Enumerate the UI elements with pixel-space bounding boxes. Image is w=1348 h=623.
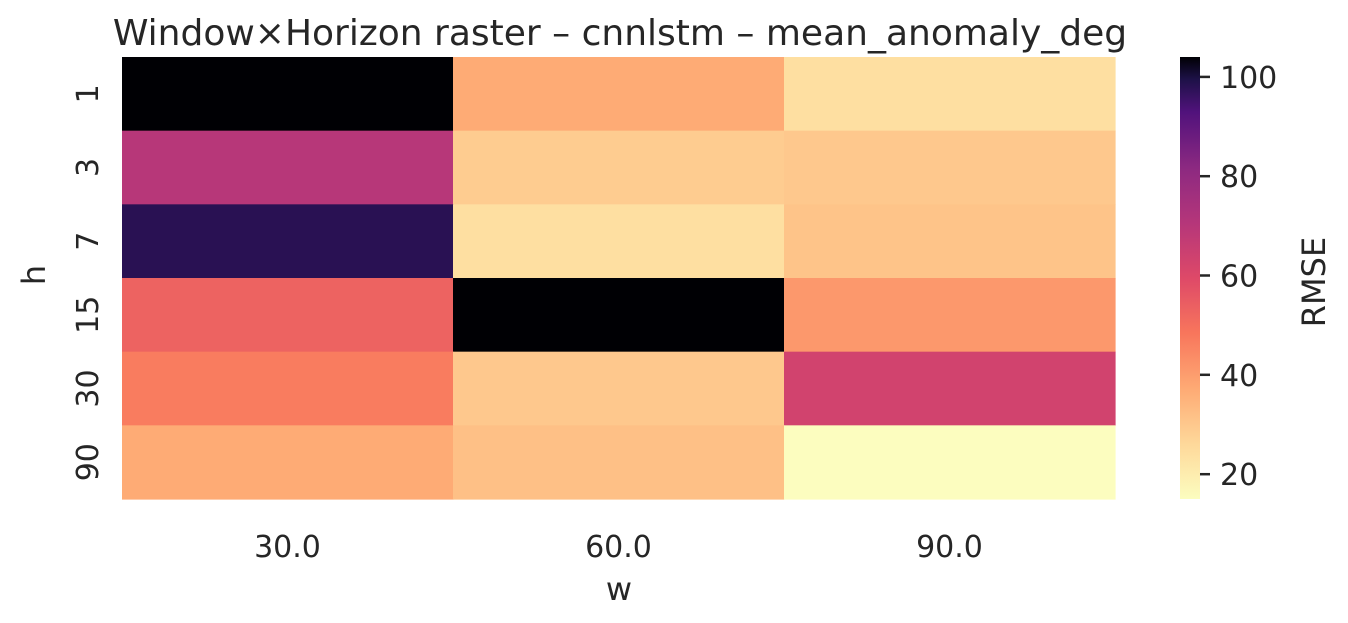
heatmap-cell [122, 425, 454, 500]
y-axis-label: h [15, 265, 53, 285]
x-axis-ticks: 30.0 60.0 90.0 [254, 530, 983, 565]
chart-title: Window×Horizon raster – cnnlstm – mean_a… [113, 13, 1127, 54]
colorbar-tick-label: 80 [1220, 160, 1258, 195]
heatmap-cell [784, 204, 1116, 279]
heatmap-cell [122, 57, 454, 132]
colorbar-tick-label: 40 [1220, 359, 1258, 394]
heatmap-cell [784, 425, 1116, 500]
heatmap-cell [784, 278, 1116, 353]
heatmap-cell [453, 57, 785, 132]
heatmap-cell [122, 204, 454, 279]
colorbar-ticks: 20 40 60 80 100 [1200, 61, 1277, 493]
heatmap-cell [122, 351, 454, 426]
heatmap-cell [453, 130, 785, 205]
y-tick-label: 15 [71, 296, 106, 334]
y-tick-label: 90 [71, 443, 106, 481]
heatmap-cells [122, 57, 1116, 500]
y-tick-label: 1 [71, 84, 106, 103]
heatmap-cell [453, 278, 785, 353]
heatmap-cell [453, 351, 785, 426]
heatmap-cell [453, 204, 785, 279]
heatmap-cell [122, 130, 454, 205]
y-tick-label: 3 [71, 158, 106, 177]
colorbar-tick-label: 20 [1220, 458, 1258, 493]
colorbar [1180, 57, 1200, 499]
heatmap-cell [784, 351, 1116, 426]
y-axis-ticks: 1 3 7 15 30 90 [71, 84, 106, 481]
colorbar-label: RMSE [1295, 237, 1333, 327]
y-tick-label: 7 [71, 232, 106, 251]
heatmap-cell [122, 278, 454, 353]
colorbar-tick-label: 100 [1220, 61, 1277, 96]
x-tick-label: 90.0 [916, 530, 983, 565]
x-tick-label: 30.0 [254, 530, 321, 565]
x-tick-label: 60.0 [585, 530, 652, 565]
x-axis-label: w [606, 570, 632, 608]
heatmap-cell [784, 57, 1116, 132]
heatmap-cell [453, 425, 785, 500]
y-tick-label: 30 [71, 369, 106, 407]
heatmap-cell [784, 130, 1116, 205]
colorbar-tick-label: 60 [1220, 260, 1258, 295]
